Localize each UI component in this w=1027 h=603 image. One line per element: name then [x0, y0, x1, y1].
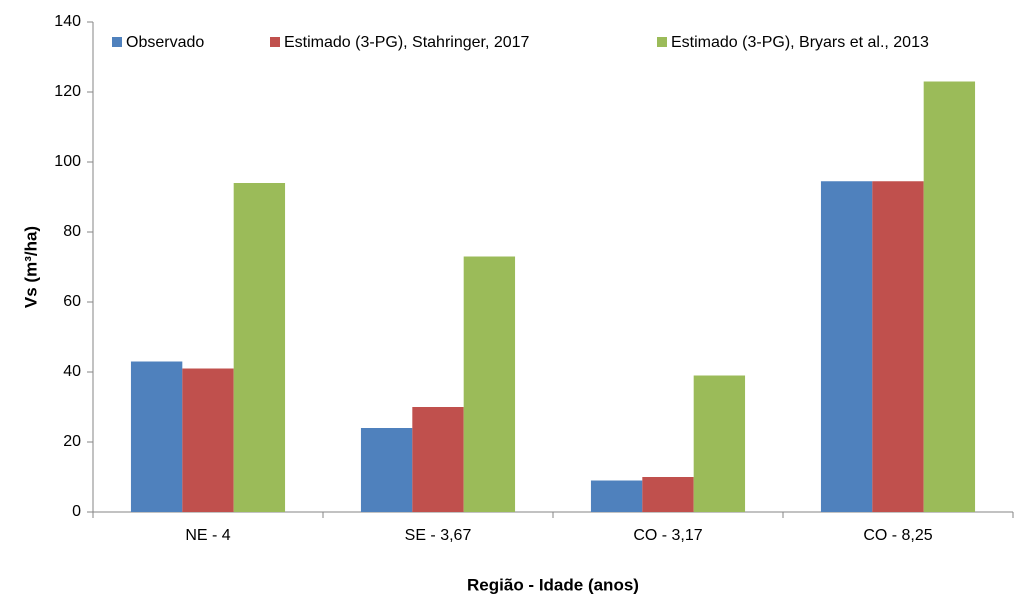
y-tick-label: 0 [72, 503, 81, 520]
legend-swatch [657, 37, 667, 47]
bar [820, 181, 873, 512]
bar [182, 368, 234, 512]
y-tick-label: 40 [63, 363, 81, 380]
legend-label: Observado [126, 34, 204, 51]
y-tick-label: 100 [54, 153, 81, 170]
bar [872, 181, 924, 512]
x-tick-label: NE - 4 [185, 527, 230, 544]
bar [130, 361, 183, 512]
x-axis-title: Região - Idade (anos) [467, 575, 639, 594]
y-tick-label: 80 [63, 223, 81, 240]
bar [590, 480, 643, 512]
x-tick-label: CO - 3,17 [633, 527, 702, 544]
y-tick-label: 140 [54, 13, 81, 30]
bar [412, 407, 464, 512]
y-axis-title: Vs (m³/ha) [21, 226, 40, 308]
bar [360, 428, 413, 512]
bar [693, 375, 746, 512]
legend-swatch [112, 37, 122, 47]
legend-label: Estimado (3-PG), Bryars et al., 2013 [671, 34, 929, 51]
bar [233, 183, 286, 512]
bar [923, 81, 976, 512]
legend-swatch [270, 37, 280, 47]
legend-label: Estimado (3-PG), Stahringer, 2017 [284, 34, 530, 51]
bar [642, 477, 694, 512]
y-tick-label: 20 [63, 433, 81, 450]
y-tick-label: 120 [54, 83, 81, 100]
x-tick-label: CO - 8,25 [863, 527, 932, 544]
y-tick-label: 60 [63, 293, 81, 310]
x-tick-label: SE - 3,67 [405, 527, 472, 544]
bar [463, 256, 516, 512]
